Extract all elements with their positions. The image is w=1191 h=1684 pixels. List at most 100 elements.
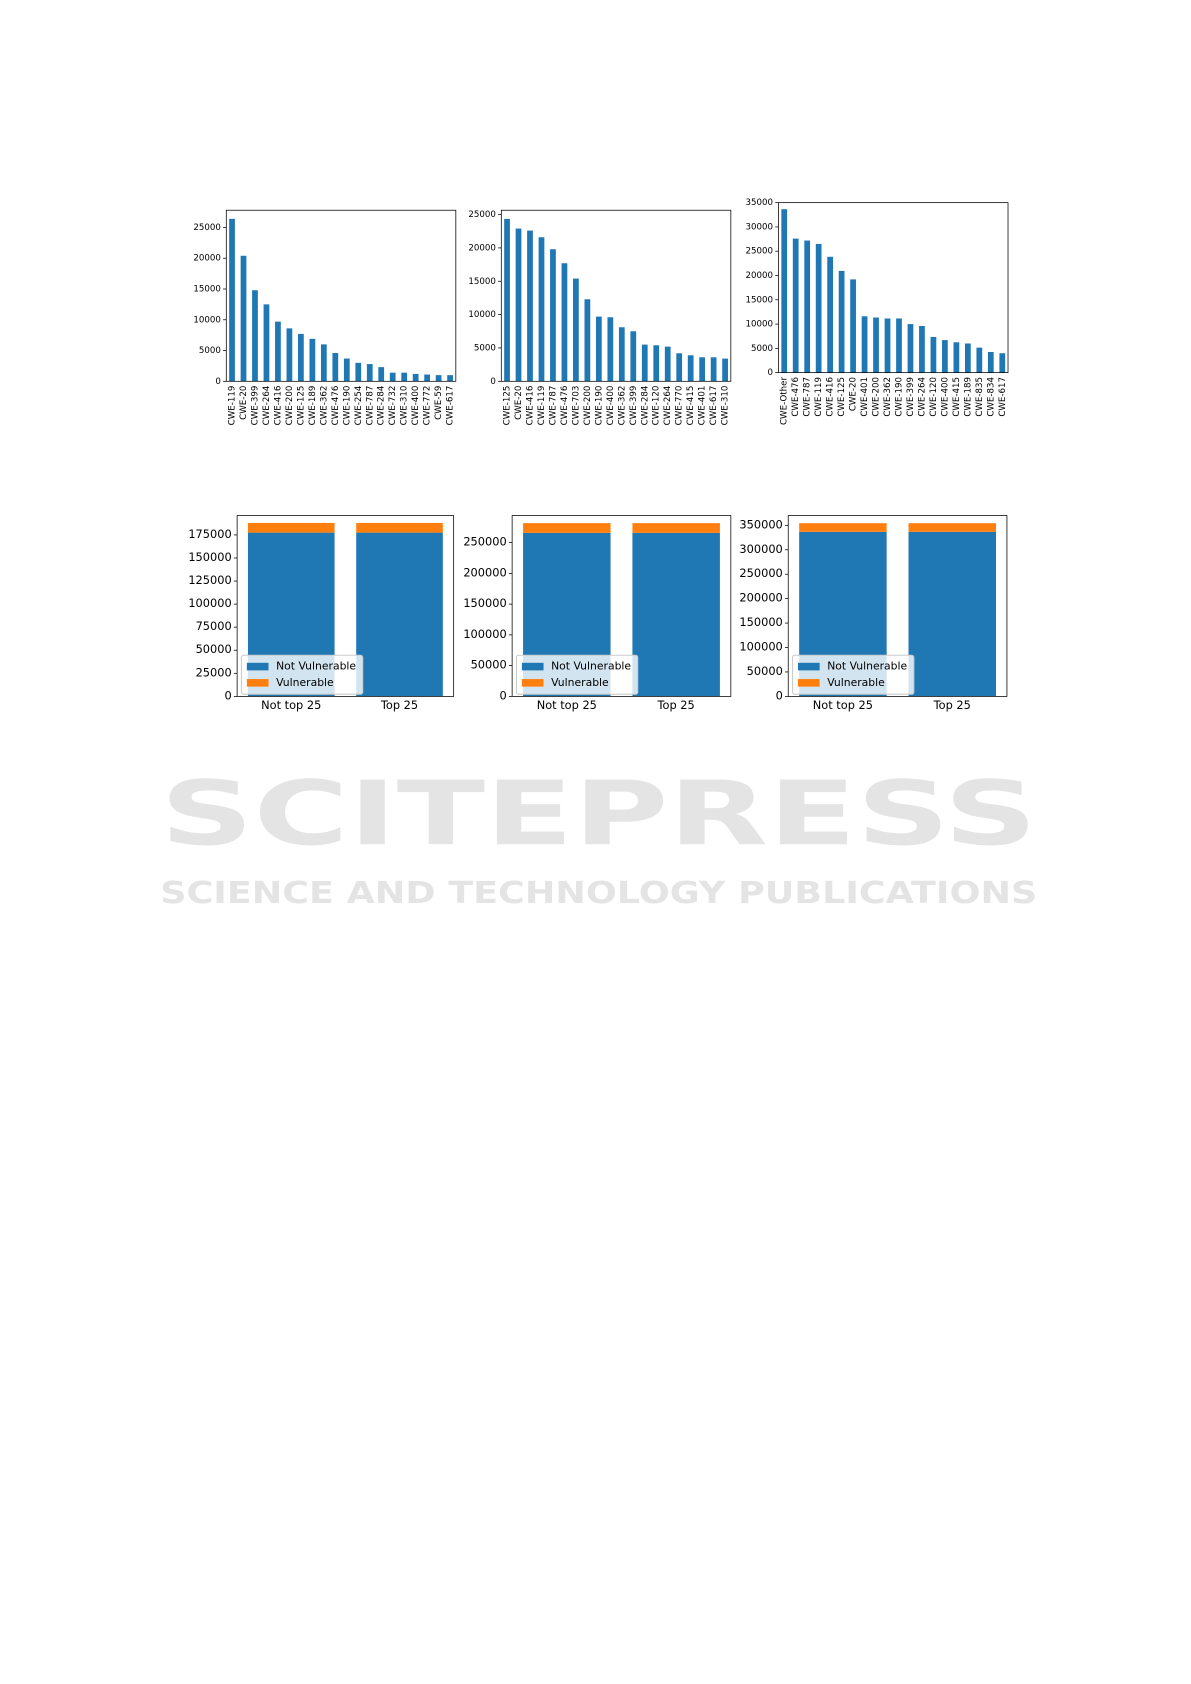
x-tick-label: CWE-190 [594, 386, 604, 426]
y-tick-label: 20000 [193, 254, 221, 264]
x-tick-label: CWE-400 [940, 377, 950, 417]
bar [838, 270, 845, 373]
x-tick-label: CWE-119 [814, 377, 824, 417]
chart: 0 25000 50000 75000 100000 125000 150000 175000… [188, 515, 455, 712]
bar-segment [908, 523, 997, 532]
x-tick-label: CWE-20 [239, 386, 249, 420]
bar-segment [356, 522, 443, 533]
y-tick-label: 20000 [468, 243, 496, 253]
x-tick-label: CWE-416 [273, 386, 283, 426]
bar [401, 372, 408, 382]
bar [618, 327, 625, 382]
bar [641, 344, 648, 382]
y-tick-label: 0 [215, 377, 221, 387]
x-tick-label: Top 25 [657, 698, 695, 712]
bar [873, 317, 879, 373]
x-tick-label: CWE-787 [365, 386, 375, 426]
x-tick-label: Top 25 [933, 698, 971, 712]
bar [781, 209, 788, 373]
y-tick-label: 15000 [468, 277, 496, 287]
bar-segment [632, 532, 720, 697]
bar [252, 290, 258, 382]
y-tick-label: 75000 [196, 619, 232, 633]
y-tick-label: 50000 [196, 642, 232, 656]
bar [850, 279, 856, 373]
bar [424, 374, 431, 382]
bar [964, 343, 971, 373]
legend-label: Vulnerable [827, 676, 885, 689]
legend-label: Vulnerable [551, 676, 609, 689]
y-tick-label: 0 [768, 368, 774, 378]
bar [343, 358, 350, 382]
bar [976, 347, 983, 373]
y-tick-label: 0 [499, 688, 506, 702]
bar [827, 256, 833, 373]
legend-label: Not Vulnerable [551, 660, 631, 673]
bar [722, 358, 728, 382]
bar [309, 338, 316, 382]
x-tick-label: CWE-310 [400, 386, 410, 426]
y-tick-label: 25000 [468, 210, 496, 220]
x-tick-label: Not top 25 [537, 698, 597, 712]
x-tick-label: CWE-770 [675, 386, 685, 426]
y-tick-label: 35000 [746, 198, 774, 208]
x-tick-label: CWE-400 [606, 386, 616, 426]
y-tick-label: 20000 [746, 271, 774, 281]
x-tick-label: CWE-787 [803, 377, 813, 417]
x-tick-label: CWE-703 [571, 386, 581, 426]
x-tick-label: CWE-415 [686, 386, 696, 426]
bar [229, 218, 235, 382]
y-tick-label: 25000 [746, 247, 774, 257]
legend-box [792, 654, 915, 695]
x-tick-label: CWE-617 [998, 377, 1008, 417]
watermark-subtitle: SCIENCE AND TECHNOLOGY PUBLICATIONS [160, 876, 1037, 911]
x-tick-label: CWE-617 [709, 386, 719, 426]
bar [792, 238, 799, 373]
x-tick-label: CWE-59 [434, 386, 444, 420]
legend-swatch [797, 662, 820, 671]
y-tick-label: 0 [224, 688, 231, 702]
bar [987, 351, 994, 373]
bar [275, 321, 281, 382]
y-tick-label: 150000 [739, 615, 782, 629]
y-tick-label: 100000 [188, 596, 231, 610]
y-tick-label: 250000 [463, 535, 506, 549]
x-tick-label: CWE-362 [319, 386, 329, 426]
y-tick-label: 25000 [193, 223, 221, 233]
bar [687, 355, 694, 382]
x-tick-label: CWE-310 [721, 386, 731, 426]
bar [561, 263, 568, 382]
y-tick-label: 350000 [739, 517, 782, 531]
x-tick-label: CWE-200 [285, 386, 295, 426]
bar [907, 324, 914, 373]
x-tick-label: CWE-416 [826, 377, 836, 417]
bar [320, 344, 327, 382]
bar [355, 362, 362, 382]
x-tick-label: CWE-399 [629, 386, 639, 426]
bar [607, 317, 614, 382]
bar [942, 340, 948, 373]
bar [884, 318, 891, 373]
bar [919, 326, 925, 373]
plot-frame [236, 515, 455, 697]
x-tick-label: CWE-284 [640, 385, 650, 425]
bar-segment [523, 523, 611, 533]
plot-frame [787, 515, 1008, 697]
bar [550, 249, 556, 382]
bar [584, 299, 591, 382]
watermark-title: SCITEPRESS [160, 762, 1037, 865]
x-tick-label: CWE-189 [963, 377, 973, 417]
y-tick-label: 175000 [188, 527, 231, 541]
bar [595, 316, 602, 382]
x-tick-label: Not top 25 [813, 698, 873, 712]
x-tick-label: CWE-264 [917, 376, 927, 416]
legend-label: Vulnerable [276, 676, 334, 689]
x-tick-label: CWE-400 [411, 386, 421, 426]
y-tick-label: 10000 [193, 315, 221, 325]
y-tick-label: 15000 [193, 284, 221, 294]
y-tick-label: 200000 [463, 565, 506, 579]
bar [527, 230, 533, 382]
